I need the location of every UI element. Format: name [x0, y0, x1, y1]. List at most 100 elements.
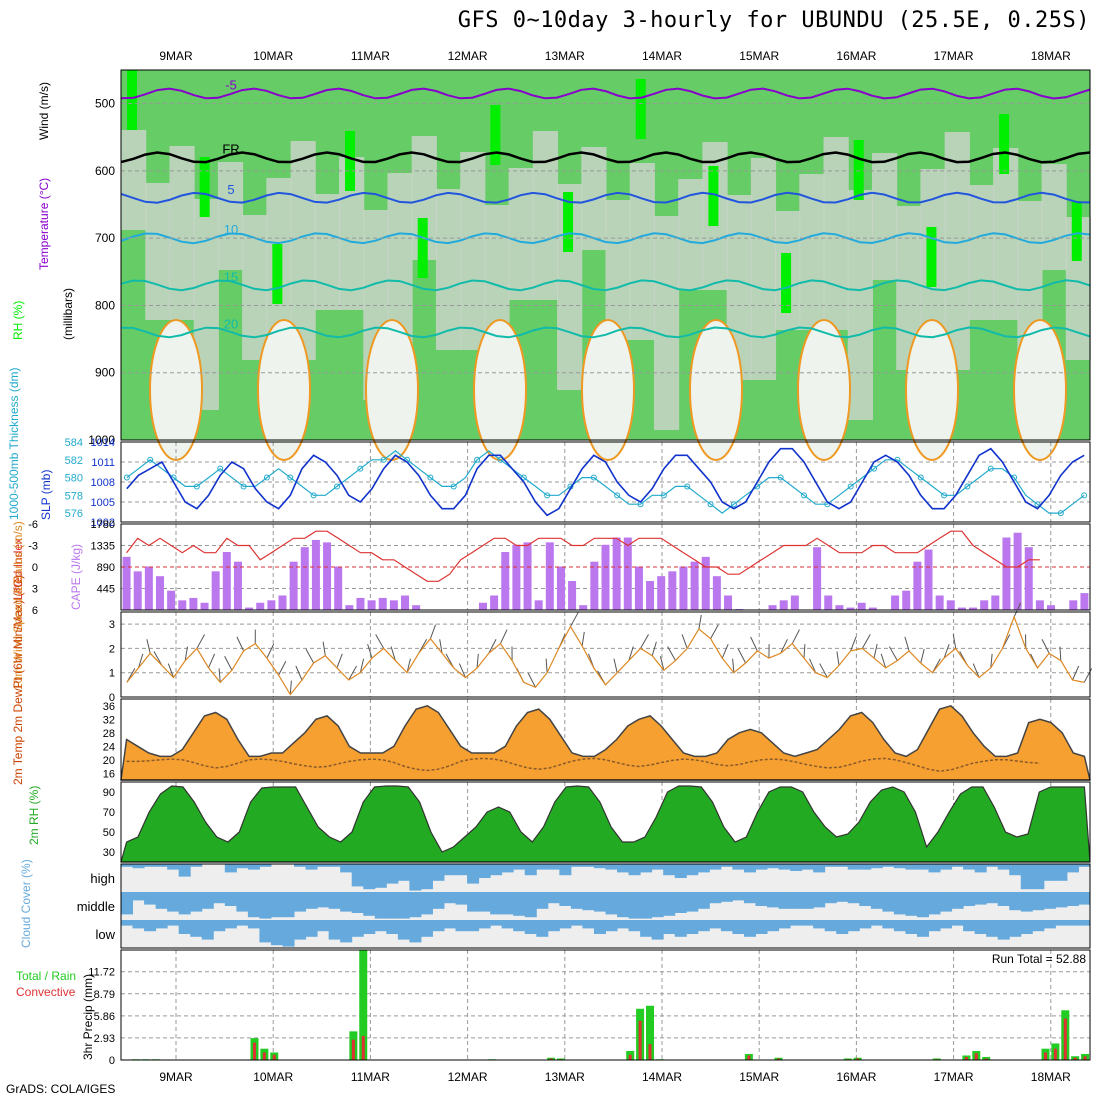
wind-barb: [1059, 646, 1062, 661]
precip-convective-bar: [628, 1054, 632, 1060]
cloud-high-cell: [536, 864, 549, 870]
cloud-high-cell: [224, 864, 237, 873]
cape-bar: [568, 581, 577, 610]
cloud-high-cell: [640, 864, 653, 873]
cloud-high-cell: [928, 864, 941, 873]
cloud-middle-cell: [836, 892, 849, 902]
wind-barb: [390, 646, 396, 661]
cloud-low-cell: [1020, 920, 1033, 934]
li-line: [126, 530, 1040, 582]
cape-bar: [579, 605, 588, 610]
cloud-low-cell: [270, 920, 283, 946]
cloud-middle-cell: [905, 892, 918, 916]
wind-barb: [737, 648, 747, 664]
wind-frame: [120, 611, 1091, 698]
warm-core-contour: [581, 319, 635, 461]
thickness-point: [357, 465, 364, 472]
cloud-low-cell: [651, 920, 664, 940]
li-tick-label: -6: [28, 519, 38, 531]
thickness-tick-label: 580: [65, 473, 83, 485]
wind-barb: [266, 643, 275, 659]
thickness-point: [544, 492, 551, 499]
cloud-middle-cell: [882, 892, 895, 912]
wind-barb: [659, 656, 665, 671]
cape-bar: [167, 590, 176, 610]
cloud-high-cell: [859, 864, 872, 870]
cloud-middle-cell: [213, 892, 226, 904]
dewpoint-line: [126, 757, 1040, 772]
cloud-middle-cell: [916, 892, 929, 918]
cape-bar: [835, 605, 844, 610]
cloud-high-cell: [444, 864, 457, 876]
rh-saturated-patch: [345, 131, 356, 191]
cloud-high-cell: [767, 864, 780, 869]
cloud-low-cell: [351, 920, 364, 937]
cloud-high-cell: [617, 864, 630, 873]
cloud-middle-cell: [132, 892, 145, 901]
contour-label: FR: [222, 141, 239, 156]
cloud-middle-cell: [767, 892, 780, 908]
top-date-label: 11MAR: [351, 49, 390, 63]
bottom-date-label: 15MAR: [739, 1070, 779, 1084]
li-tick-label: -3: [28, 541, 38, 553]
cloud-middle-cell: [121, 892, 134, 915]
cloud-low-cell: [916, 920, 929, 937]
top-date-label: 15MAR: [739, 49, 779, 63]
cloud-low-cell: [951, 920, 964, 926]
cape-bar: [401, 595, 410, 610]
cloud-middle-cell: [374, 892, 387, 919]
cloud-middle-cell: [1055, 892, 1068, 908]
precip-convective-bar: [1083, 1056, 1087, 1060]
cloud-level-label: middle: [77, 899, 115, 914]
precip-total-bar: [645, 1005, 654, 1060]
slp-tick-label: 1008: [91, 477, 115, 489]
cape-bar: [267, 600, 276, 610]
precip-total-bar: [359, 950, 368, 1060]
cloud-high-cell: [144, 864, 157, 867]
cloud-high-cell: [986, 864, 999, 867]
cloud-high-cell: [386, 864, 399, 884]
cape-bar: [924, 549, 933, 610]
cloud-high-cell: [824, 864, 837, 867]
bottom-date-label: 10MAR: [253, 1070, 293, 1084]
cloud-middle-cell: [963, 892, 976, 906]
thickness-point: [777, 474, 784, 481]
bottom-date-label: 18MAR: [1031, 1070, 1071, 1084]
temp-tick-label: 28: [103, 728, 115, 740]
cloud-low-cell: [282, 920, 295, 947]
cloud-middle-cell: [674, 892, 687, 913]
cloud-low-cell: [386, 920, 399, 934]
precip-convective-bar: [964, 1056, 968, 1060]
precip-total-label: Total / Rain: [16, 969, 76, 983]
cloud-low-cell: [444, 920, 457, 929]
thickness-point: [871, 465, 878, 472]
cloud-middle-cell: [467, 892, 480, 912]
wind-barb: [278, 660, 287, 676]
wind-barb: [819, 663, 828, 678]
isotherm-20: [120, 326, 1091, 339]
precip-convective-bar: [638, 1020, 642, 1060]
slp-frame: [120, 441, 1091, 523]
thickness-point: [660, 492, 667, 499]
wind-barb: [224, 656, 233, 671]
precip-tick-label: 0: [109, 1055, 115, 1067]
wind-barb: [295, 665, 303, 681]
thickness-point: [684, 483, 691, 490]
cloud-middle-cell: [628, 892, 641, 919]
cape-bar: [1035, 600, 1044, 610]
temp-frame: [120, 698, 1091, 781]
cloud-middle-cell: [801, 892, 814, 909]
cloud-high-cell: [870, 864, 883, 869]
precip-tick-label: 8.79: [94, 989, 115, 1001]
thickness-tick-label: 578: [65, 490, 83, 502]
top-date-label: 16MAR: [836, 49, 876, 63]
rh-moist-band: [314, 194, 341, 310]
cloud-middle-cell: [870, 892, 883, 909]
cloud-low-cell: [963, 920, 976, 932]
wind-barb: [196, 634, 206, 649]
precip-convective-bar: [856, 1058, 860, 1060]
cloud-low-cell: [605, 920, 618, 932]
cloud-low-cell: [986, 920, 999, 937]
wind-barb: [488, 639, 497, 654]
cloud-high-cell: [882, 864, 895, 867]
